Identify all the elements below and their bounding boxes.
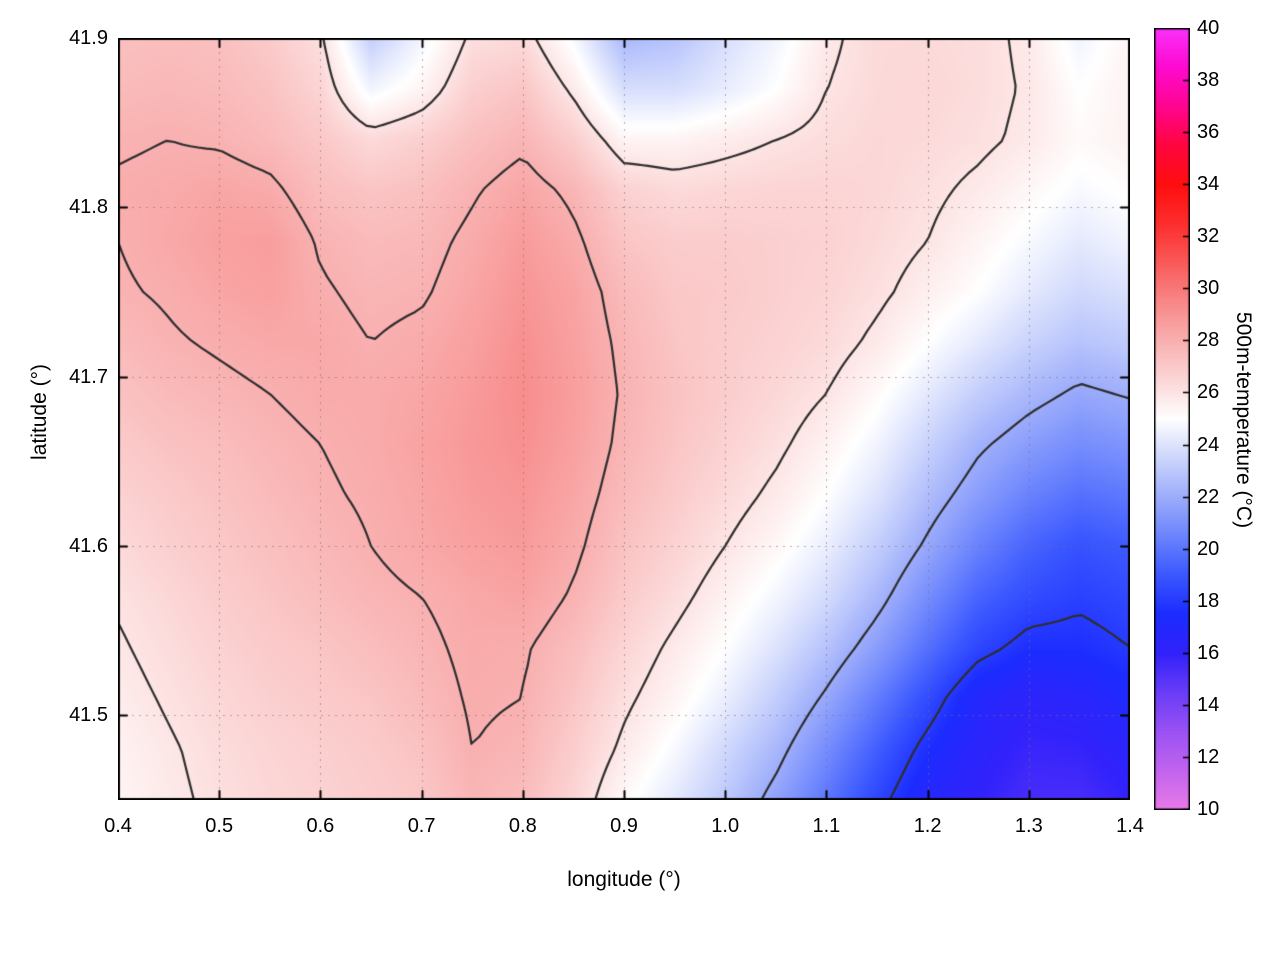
x-tick-label: 0.8 — [508, 815, 537, 837]
x-tick-label: 0.4 — [104, 815, 132, 837]
colorbar-tick-label: 12 — [1197, 745, 1220, 768]
colorbar-tick-label: 32 — [1197, 225, 1220, 248]
y-axis-label: latitude (°) — [28, 364, 51, 460]
x-tick-label: 0.7 — [407, 815, 436, 837]
colorbar-tick-label: 16 — [1197, 641, 1220, 664]
colorbar-tick-label: 26 — [1197, 381, 1220, 404]
y-tick-label: 41.8 — [69, 196, 108, 219]
x-tick-label: 1.3 — [1014, 815, 1043, 837]
colorbar-tick-label: 10 — [1197, 798, 1220, 820]
y-tick-label: 41.5 — [69, 704, 108, 727]
colorbar-tick-label: 22 — [1197, 485, 1220, 508]
colorbar-tick-label: 30 — [1197, 277, 1220, 300]
colorbar-tick-label: 24 — [1197, 433, 1220, 456]
x-tick-label: 0.9 — [610, 815, 638, 837]
y-tick-label: 41.9 — [69, 27, 108, 49]
y-tick-label: 41.6 — [69, 535, 108, 557]
colorbar-tick-label: 20 — [1197, 537, 1220, 560]
x-tick-label: 0.6 — [306, 815, 335, 837]
x-tick-label: 0.5 — [205, 815, 234, 837]
x-tick-label: 1.0 — [711, 815, 740, 837]
colorbar-tick-label: 14 — [1197, 693, 1220, 716]
y-tick-label: 41.7 — [69, 365, 108, 388]
colorbar-tick-label: 36 — [1197, 121, 1220, 144]
colorbar-canvas — [1154, 28, 1190, 810]
heatmap-canvas — [118, 38, 1130, 800]
x-tick-label: 1.1 — [812, 815, 841, 837]
colorbar-label: 500m-temperature (°C) — [1232, 311, 1255, 529]
colorbar-tick-label: 40 — [1197, 17, 1220, 39]
colorbar-tick-label: 34 — [1197, 173, 1220, 196]
colorbar-tick-label: 28 — [1197, 329, 1220, 352]
colorbar-tick-label: 38 — [1197, 69, 1220, 92]
colorbar-tick-label: 18 — [1197, 589, 1220, 612]
x-tick-label: 1.2 — [913, 815, 942, 837]
x-tick-label: 1.4 — [1116, 815, 1144, 837]
x-axis-label: longitude (°) — [567, 868, 681, 891]
